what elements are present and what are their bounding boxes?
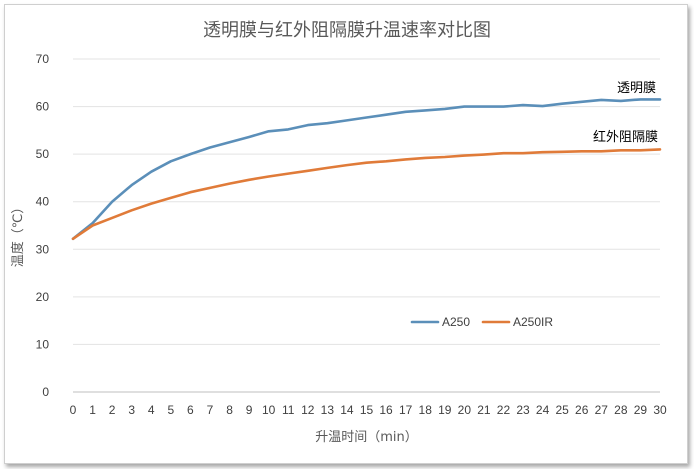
- x-tick-12: 12: [301, 403, 315, 417]
- x-tick-26: 26: [575, 403, 589, 417]
- y-tick-30: 30: [36, 242, 50, 256]
- x-tick-15: 15: [360, 403, 374, 417]
- x-tick-8: 8: [226, 403, 233, 417]
- x-tick-14: 14: [340, 403, 354, 417]
- annotation-A250: 透明膜: [617, 81, 656, 96]
- grid: [73, 58, 660, 393]
- x-tick-11: 11: [282, 403, 295, 417]
- legend: A250 A250IR: [410, 315, 553, 329]
- y-tick-20: 20: [36, 290, 50, 304]
- x-tick-28: 28: [614, 403, 628, 417]
- x-tick-7: 7: [207, 403, 214, 417]
- y-tick-40: 40: [36, 195, 50, 209]
- legend-label-A250: A250: [442, 315, 470, 329]
- annotation-A250IR: 红外阻隔膜: [593, 129, 658, 145]
- y-tick-60: 60: [36, 100, 50, 114]
- x-tick-22: 22: [497, 403, 511, 417]
- y-tick-labels: 0 10 20 30 40 50 60 70: [36, 52, 50, 399]
- x-tick-5: 5: [167, 403, 174, 417]
- x-tick-25: 25: [555, 403, 569, 417]
- x-axis-label: 升温时间（min）: [315, 430, 418, 445]
- y-tick-10: 10: [36, 337, 50, 351]
- y-tick-50: 50: [36, 147, 50, 161]
- x-tick-21: 21: [477, 403, 491, 417]
- series-lines: [71, 98, 662, 241]
- x-tick-labels: 0 1 2 3 4 5 6 7 8 9 10 11 12 13 14 15 16 17 18 19 20 21 22 23 24…: [70, 403, 667, 417]
- y-axis-label: 温度（℃）: [10, 201, 26, 268]
- x-tick-30: 30: [653, 403, 667, 417]
- x-tick-0: 0: [70, 403, 77, 417]
- x-tick-16: 16: [379, 403, 393, 417]
- x-tick-1: 1: [89, 403, 96, 417]
- x-tick-17: 17: [399, 403, 413, 417]
- x-tick-13: 13: [321, 403, 335, 417]
- y-tick-0: 0: [42, 385, 49, 399]
- series-line-A250IR: [71, 148, 662, 241]
- x-tick-4: 4: [148, 403, 155, 417]
- x-tick-20: 20: [458, 403, 472, 417]
- x-tick-9: 9: [246, 403, 253, 417]
- chart-frame: [4, 4, 688, 464]
- y-tick-70: 70: [36, 52, 50, 66]
- x-tick-29: 29: [634, 403, 648, 417]
- series-line-A250: [71, 98, 662, 241]
- legend-label-A250IR: A250IR: [513, 315, 553, 329]
- x-tick-27: 27: [595, 403, 609, 417]
- x-tick-23: 23: [516, 403, 530, 417]
- x-tick-18: 18: [419, 403, 433, 417]
- x-tick-2: 2: [109, 403, 116, 417]
- x-tick-24: 24: [536, 403, 550, 417]
- x-tick-6: 6: [187, 403, 194, 417]
- x-tick-3: 3: [128, 403, 135, 417]
- x-tick-19: 19: [438, 403, 452, 417]
- chart-title: 透明膜与红外阻隔膜升温速率对比图: [203, 20, 491, 41]
- x-tick-10: 10: [262, 403, 276, 417]
